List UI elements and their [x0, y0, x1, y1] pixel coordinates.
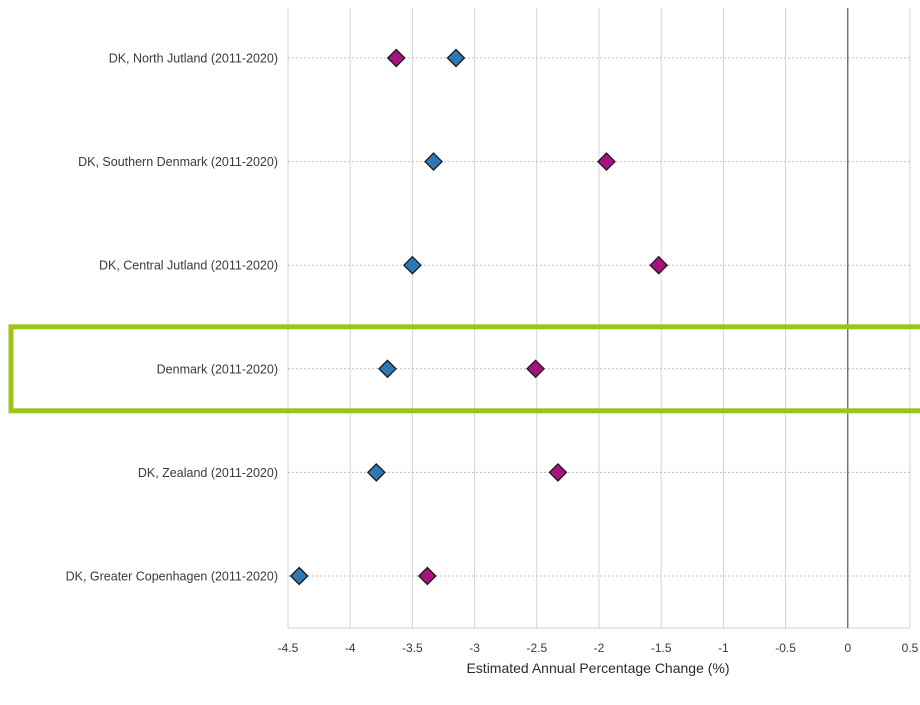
magenta-diamond-marker[interactable] — [417, 566, 437, 586]
blue-diamond-marker[interactable] — [366, 462, 386, 482]
grid-lines — [287, 8, 911, 629]
x-tick-label: -1.5 — [651, 641, 672, 655]
magenta-diamond-marker[interactable] — [526, 359, 545, 379]
x-tick-label: -0.5 — [775, 641, 796, 655]
category-label: DK, Central Jutland (2011-2020) — [99, 259, 278, 273]
blue-diamond-marker[interactable] — [446, 48, 466, 68]
x-tick-label: 0 — [844, 641, 851, 655]
category-label: DK, Greater Copenhagen (2011-2020) — [66, 570, 278, 584]
category-label: DK, Zealand (2011-2020) — [138, 466, 278, 480]
x-tick-label: -2.5 — [526, 641, 547, 655]
magenta-diamond-marker[interactable] — [649, 255, 669, 275]
x-tick-label: -2 — [594, 641, 605, 655]
blue-diamond-marker[interactable] — [402, 255, 422, 275]
blue-diamond-marker[interactable] — [289, 566, 309, 586]
blue-diamond-marker[interactable] — [378, 359, 397, 379]
highlight-rectangle — [8, 324, 920, 414]
category-label: Denmark (2011-2020) — [157, 362, 278, 376]
x-axis-title: Estimated Annual Percentage Change (%) — [466, 660, 729, 676]
x-tick-labels: -4.5 -4 -3.5 -3 -2.5 -2 -1.5 -1 -0.5 0 0.5 — [278, 641, 919, 655]
x-tick-label: -4.5 — [278, 641, 299, 655]
x-tick-label: -3.5 — [402, 641, 423, 655]
magenta-diamond-marker[interactable] — [548, 462, 568, 482]
category-label: DK, Southern Denmark (2011-2020) — [78, 155, 278, 169]
category-labels: DK, North Jutland (2011-2020) DK, Souther… — [66, 52, 278, 584]
x-tick-label: -4 — [345, 641, 356, 655]
x-tick-label: -3 — [469, 641, 480, 655]
magenta-diamond-marker[interactable] — [386, 48, 406, 68]
magenta-diamond-marker[interactable] — [597, 152, 616, 172]
blue-diamond-marker[interactable] — [424, 152, 443, 172]
x-tick-label: -1 — [718, 641, 729, 655]
data-points — [289, 48, 669, 586]
category-label: DK, North Jutland (2011-2020) — [109, 52, 278, 66]
x-tick-label: 0.5 — [902, 641, 919, 655]
highlight-box — [8, 324, 920, 414]
